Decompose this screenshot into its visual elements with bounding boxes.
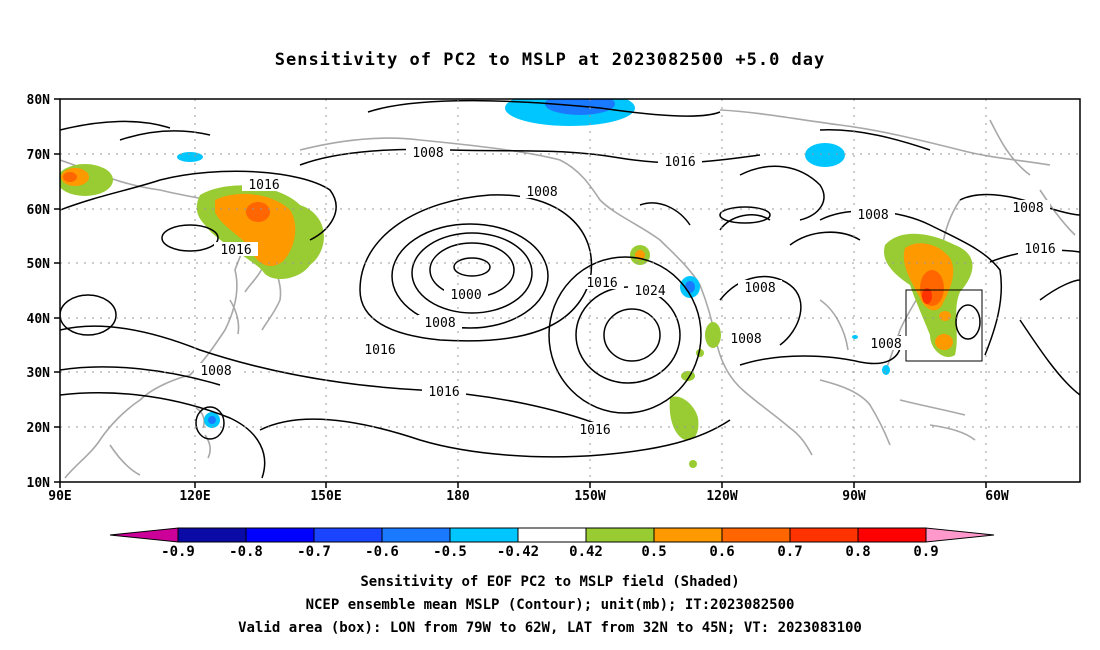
- contour-label-bg: [863, 336, 909, 350]
- contour-label: 1008: [857, 208, 888, 223]
- colorbar-tick-label: 0.8: [845, 544, 870, 560]
- contour-label: 1008: [200, 364, 231, 379]
- colorbar-tick-label: -0.7: [297, 544, 331, 560]
- lon-label: 90E: [48, 489, 71, 504]
- lon-label: 120W: [706, 489, 737, 504]
- contour-label: 1008: [412, 146, 443, 161]
- colorbar-segment: [789, 527, 859, 543]
- contour-label: 1000: [450, 288, 481, 303]
- map-frame: [59, 98, 1081, 483]
- colorbar-min-arrow: [109, 527, 179, 543]
- lon-label: 180: [446, 489, 470, 504]
- lon-label: 120E: [179, 489, 210, 504]
- contour-label: 1016: [579, 423, 610, 438]
- contour-label: 1016: [220, 243, 251, 258]
- contour-label: 1008: [526, 185, 557, 200]
- contour-label: 1016: [664, 155, 695, 170]
- contour-label: 1024: [634, 284, 665, 299]
- contour-label: 1016: [428, 385, 459, 400]
- colorbar-segment: [653, 527, 723, 543]
- contour-label: 1016: [586, 276, 617, 291]
- lat-label: 30N: [27, 366, 51, 381]
- lon-labels: 90E 120E 150E 180 150W 120W 90W 60W: [48, 489, 1009, 504]
- caption-valid-area: Valid area (box): LON from 79W to 62W, L…: [238, 620, 862, 636]
- colorbar-tick-label: -0.9: [161, 544, 195, 560]
- colorbar-tick-label: 0.7: [777, 544, 802, 560]
- lat-label: 80N: [27, 93, 51, 108]
- colorbar-tick-label: -0.6: [365, 544, 399, 560]
- contour-label: 1008: [744, 281, 775, 296]
- contour-label: 1016: [364, 343, 395, 358]
- colorbar-segment: [381, 527, 451, 543]
- colorbar-tick-label: -0.5: [433, 544, 467, 560]
- colorbar-segment: [585, 527, 655, 543]
- colorbar-segment: [245, 527, 315, 543]
- lat-label: 40N: [27, 312, 51, 327]
- contour-label: 1008: [1012, 201, 1043, 216]
- colorbar-segment: [517, 527, 587, 543]
- contour-labels: 1008 1016 1008 1016 1016 1000 1008 1016 …: [194, 145, 1062, 438]
- contour-label: 1008: [730, 332, 761, 347]
- colorbar-tick-label: -0.42: [497, 544, 539, 560]
- lat-label: 60N: [27, 203, 51, 218]
- lat-label: 20N: [27, 421, 51, 436]
- colorbar-segment: [177, 527, 247, 543]
- valid-area-box: [905, 289, 983, 362]
- caption-shading: Sensitivity of EOF PC2 to MSLP field (Sh…: [360, 574, 740, 590]
- caption-contour: NCEP ensemble mean MSLP (Contour); unit(…: [305, 597, 795, 613]
- colorbar-segment: [313, 527, 383, 543]
- contour-label: 1016: [248, 178, 279, 193]
- colorbar-tick-label: 0.9: [913, 544, 938, 560]
- lon-label: 90W: [842, 489, 866, 504]
- axis-ticks: [54, 98, 987, 488]
- colorbar-tick-label: -0.8: [229, 544, 263, 560]
- colorbar-segment: [857, 527, 927, 543]
- contour-label: 1008: [424, 316, 455, 331]
- colorbar-max-arrow: [925, 527, 995, 543]
- contour-label: 1016: [1024, 242, 1055, 257]
- colorbar-segment: [449, 527, 519, 543]
- lon-label: 150W: [574, 489, 605, 504]
- lat-label: 50N: [27, 257, 51, 272]
- lon-label: 60W: [985, 489, 1009, 504]
- lat-label: 10N: [27, 476, 51, 491]
- colorbar: -0.9 -0.8 -0.7 -0.6 -0.5 -0.42 0.42 0.5 0.6 0.7 0.…: [109, 527, 995, 560]
- sensitivity-shading: [60, 99, 973, 468]
- colorbar-tick-label: 0.6: [709, 544, 734, 560]
- colorbar-segment: [721, 527, 791, 543]
- lon-label: 150E: [310, 489, 341, 504]
- contour-label: 1008: [870, 337, 901, 352]
- colorbar-tick-label: 0.5: [641, 544, 666, 560]
- chart-title: Sensitivity of PC2 to MSLP at 2023082500…: [274, 50, 826, 70]
- colorbar-tick-label: 0.42: [569, 544, 603, 560]
- lat-labels: 80N 70N 60N 50N 40N 30N 20N 10N: [27, 93, 51, 491]
- lat-label: 70N: [27, 148, 51, 163]
